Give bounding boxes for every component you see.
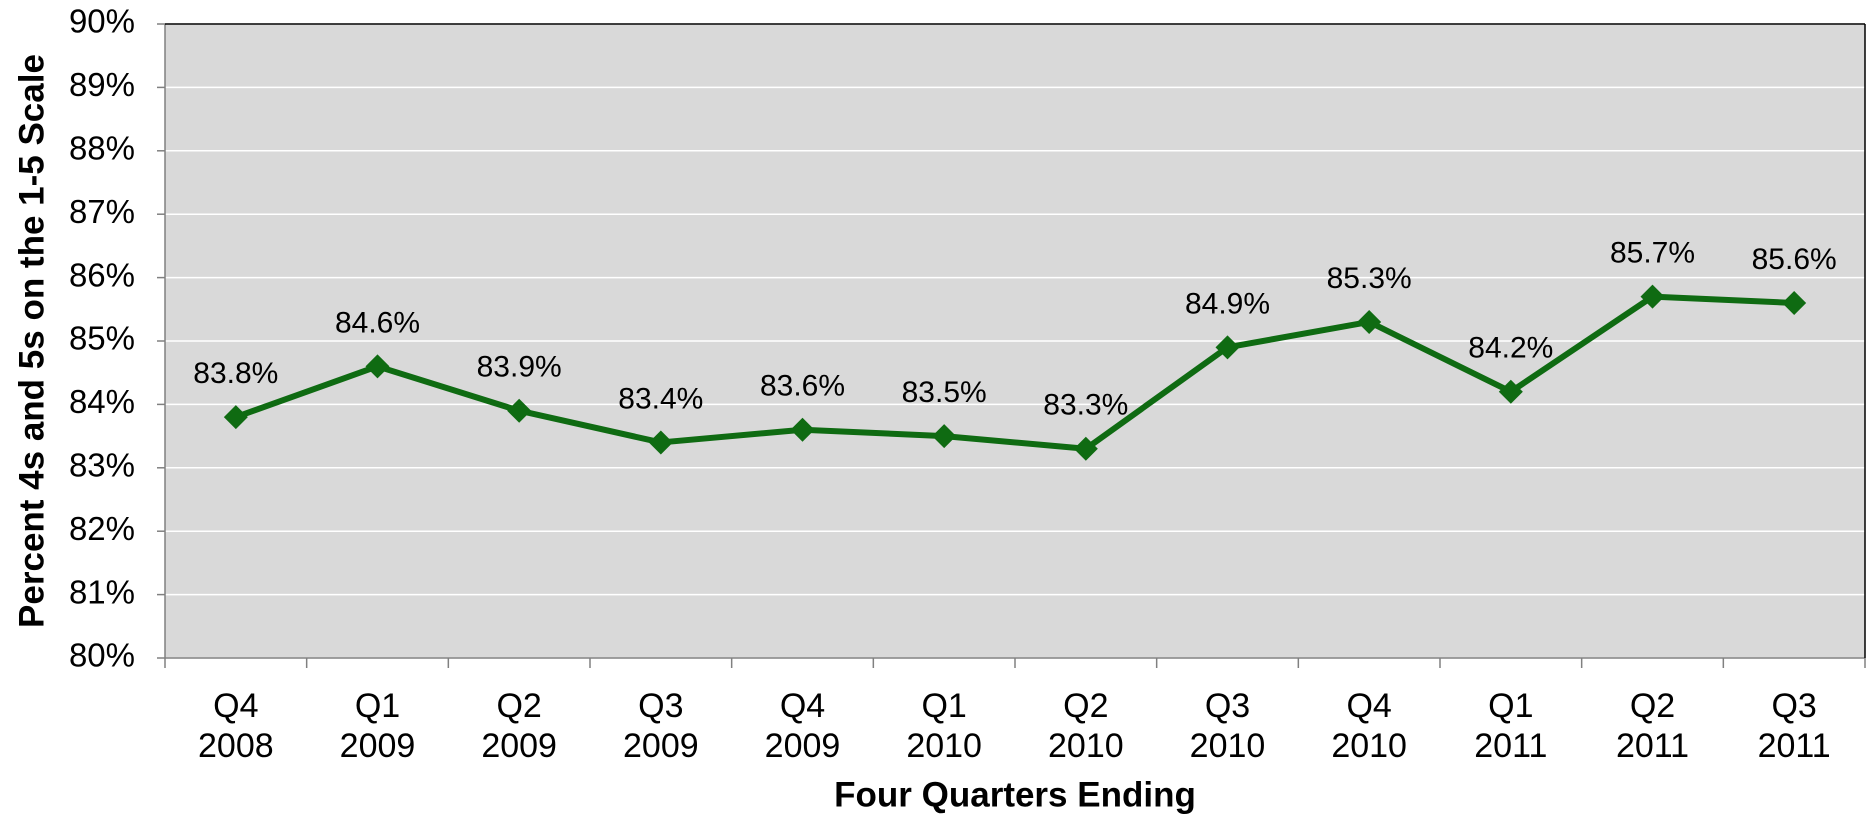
x-tick-label: Q4 2008: [198, 687, 274, 765]
x-tick-label: Q1 2009: [339, 687, 416, 765]
y-tick-label: 82%: [69, 510, 135, 547]
x-axis-title: Four Quarters Ending: [834, 775, 1196, 814]
data-label: 84.2%: [1468, 332, 1553, 365]
data-marker: [1357, 309, 1382, 334]
y-tick-label: 87%: [69, 193, 135, 230]
data-label: 83.4%: [618, 382, 703, 415]
x-tick-label: Q1 2011: [1474, 687, 1548, 765]
data-label: 83.9%: [477, 351, 562, 384]
data-marker: [223, 405, 248, 430]
x-tick-label: Q4 2009: [764, 687, 841, 765]
y-tick-label: 83%: [69, 447, 135, 484]
y-tick-label: 90%: [69, 3, 135, 40]
x-tick-label: Q3 2010: [1189, 687, 1266, 765]
x-tick-label: Q2 2009: [481, 687, 557, 765]
y-tick-label: 84%: [69, 383, 135, 420]
data-label: 83.3%: [1043, 389, 1128, 422]
y-tick-label: 88%: [69, 130, 135, 167]
data-label: 84.6%: [335, 306, 420, 339]
data-line: [234, 293, 1795, 452]
data-label: 83.8%: [193, 357, 278, 390]
y-tick-label: 86%: [69, 256, 135, 293]
y-tick-label: 85%: [69, 320, 135, 357]
data-marker: [1498, 379, 1523, 404]
data-marker: [1215, 335, 1240, 360]
data-marker: [1073, 436, 1098, 461]
data-marker: [1782, 290, 1807, 315]
data-marker: [932, 424, 957, 449]
x-tick-label: Q3 2009: [623, 687, 699, 765]
x-tick-label: Q4 2010: [1331, 687, 1407, 765]
data-marker: [507, 398, 532, 423]
data-label: 85.6%: [1752, 243, 1837, 276]
data-marker: [365, 354, 390, 379]
x-tick-label: Q2 2010: [1048, 687, 1124, 765]
x-tick-label: Q2 2011: [1615, 687, 1690, 765]
x-tick-label: Q3 2011: [1757, 687, 1831, 765]
data-label: 84.9%: [1185, 287, 1270, 320]
data-marker: [648, 430, 673, 455]
data-label: 83.5%: [902, 376, 987, 409]
x-tick-label: Q1 2010: [906, 687, 982, 765]
y-tick-label: 80%: [69, 637, 135, 674]
y-tick-label: 81%: [69, 573, 135, 610]
y-axis-title: Percent 4s and 5s on the 1-5 Scale: [12, 54, 51, 628]
data-marker: [1640, 284, 1665, 309]
data-marker: [790, 417, 815, 442]
data-label: 85.7%: [1610, 237, 1695, 270]
data-label: 83.6%: [760, 370, 845, 403]
y-tick-label: 89%: [69, 66, 135, 103]
data-label: 85.3%: [1327, 262, 1412, 295]
